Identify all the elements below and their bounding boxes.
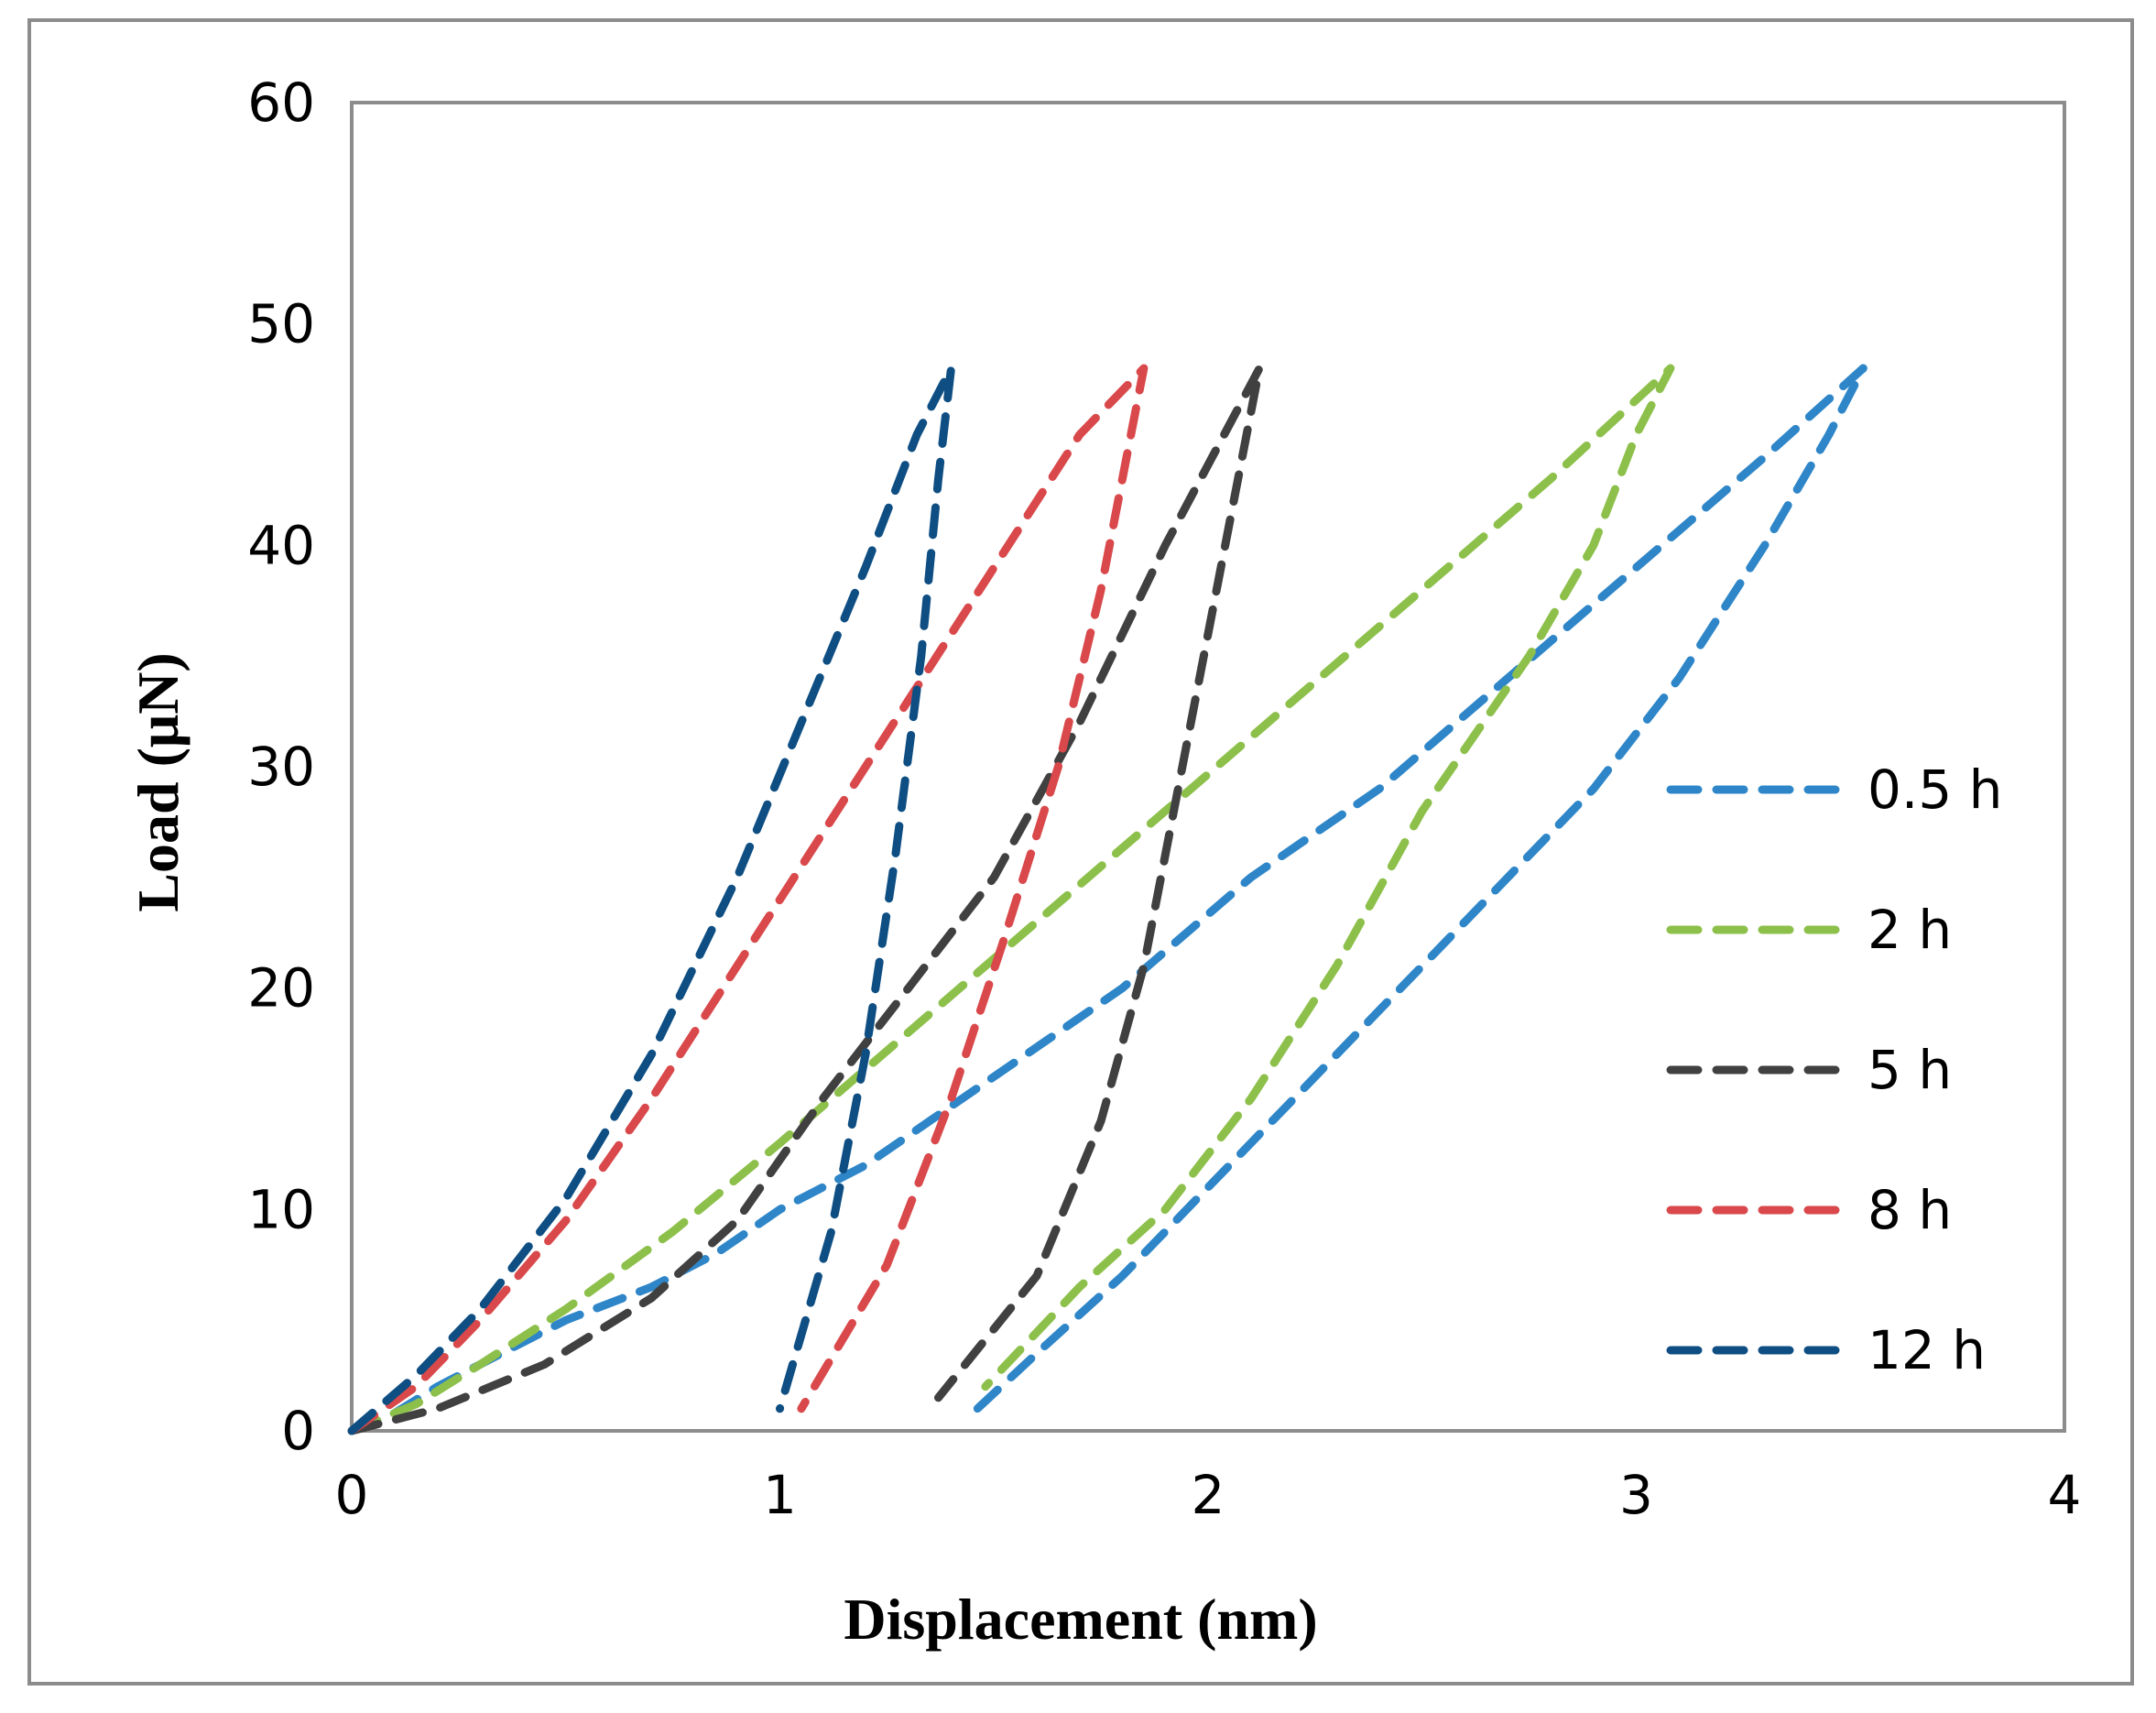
y-tick-label: 0 (281, 1400, 315, 1462)
series-group (347, 364, 1867, 1435)
y-axis-ticks: 0 10 20 30 40 50 60 (247, 71, 315, 1462)
legend-label: 12 h (1867, 1319, 1986, 1381)
x-tick-label: 2 (1192, 1464, 1225, 1526)
load-displacement-chart: 0 1 2 3 4 0 10 20 30 40 50 60 Displacement (nm) Lo… (125, 71, 2082, 1652)
x-axis-title: Displacement (nm) (844, 1587, 1317, 1652)
legend-label: 0.5 h (1867, 758, 2002, 821)
x-tick-label: 4 (2048, 1464, 2082, 1526)
series-line-8-h (347, 364, 1149, 1435)
plot-area (350, 101, 2066, 1433)
series-line-12-h (347, 364, 955, 1435)
x-axis-ticks: 0 1 2 3 4 (335, 1464, 2082, 1526)
legend-label: 5 h (1867, 1039, 1952, 1101)
chart-frame: 0 1 2 3 4 0 10 20 30 40 50 60 Displacement (nm) Lo… (27, 18, 2134, 1686)
series-line-2-h (347, 364, 1675, 1435)
series-line-5-h (347, 364, 1264, 1435)
y-tick-label: 30 (247, 736, 315, 798)
y-tick-label: 60 (247, 71, 315, 134)
x-tick-label: 3 (1619, 1464, 1653, 1526)
y-axis-title: Load (μN) (125, 652, 191, 911)
y-tick-label: 10 (247, 1178, 315, 1240)
x-tick-label: 1 (763, 1464, 797, 1526)
legend-label: 2 h (1867, 899, 1952, 961)
legend-label: 8 h (1867, 1179, 1952, 1241)
plot-border (350, 101, 2066, 1433)
x-tick-label: 0 (335, 1464, 369, 1526)
y-tick-label: 50 (247, 293, 315, 355)
y-tick-label: 40 (247, 514, 315, 576)
legend: 0.5 h 2 h 5 h 8 h 12 h (1666, 758, 2002, 1381)
series-line-0-5-h (347, 364, 1867, 1435)
y-tick-label: 20 (247, 957, 315, 1020)
